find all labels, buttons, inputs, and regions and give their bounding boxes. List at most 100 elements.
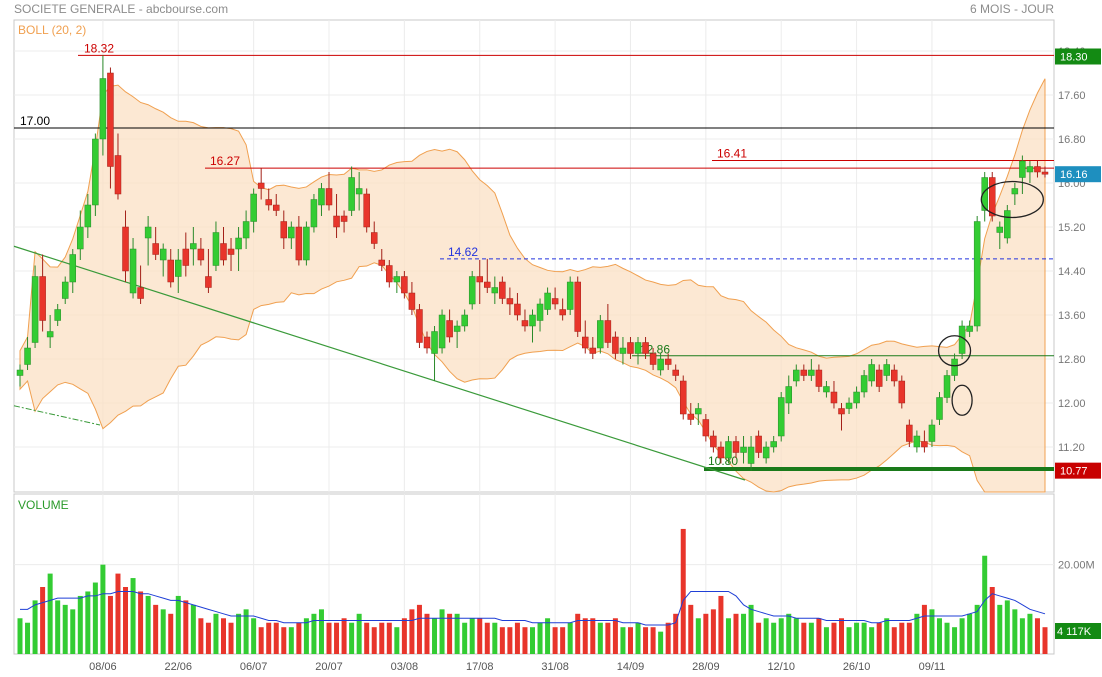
volume-bar — [1034, 618, 1040, 654]
volume-bar — [77, 595, 83, 654]
candle-body — [521, 320, 529, 327]
candle-body — [461, 314, 468, 327]
volume-bar — [582, 618, 588, 654]
candle-body — [808, 369, 815, 376]
candle — [627, 337, 634, 359]
candle — [717, 441, 725, 464]
candle — [190, 227, 197, 266]
volume-bar — [288, 627, 294, 654]
candle — [386, 260, 393, 288]
candle-body — [303, 226, 310, 261]
candle-body — [589, 347, 597, 354]
volume-bar — [469, 618, 475, 654]
candle — [906, 419, 913, 447]
volume-bar — [1012, 609, 1018, 654]
volume-bar — [47, 573, 53, 654]
volume-bar — [763, 618, 769, 654]
period-label[interactable]: 6 MOIS - JOUR — [969, 2, 1054, 16]
price-tick-label: 12.80 — [1058, 354, 1086, 366]
volume-bar — [32, 600, 38, 654]
candle — [732, 436, 740, 458]
volume-bar — [944, 622, 950, 654]
candle — [1011, 183, 1019, 205]
volume-bar — [567, 622, 573, 654]
volume-bar — [341, 618, 347, 654]
candle — [167, 249, 174, 288]
volume-bar — [952, 627, 958, 654]
candle — [695, 403, 702, 425]
volume-bar — [620, 627, 626, 654]
candle-body — [875, 369, 883, 387]
candle-body — [906, 424, 913, 442]
candle-body — [499, 281, 506, 299]
candle — [265, 188, 272, 211]
candle-body — [800, 369, 808, 376]
volume-bar — [876, 622, 882, 654]
volume-bar — [394, 627, 400, 654]
candle — [1004, 205, 1011, 244]
volume-bar — [839, 618, 845, 654]
candle — [416, 304, 423, 348]
volume-bar — [545, 618, 551, 654]
candle-body — [966, 325, 973, 332]
candle-body — [197, 248, 205, 261]
candle-body — [574, 281, 581, 332]
candle-body — [860, 375, 868, 393]
candle-body — [1019, 160, 1026, 178]
candle — [815, 364, 823, 392]
volume-bar — [597, 622, 603, 654]
volume-bar — [100, 564, 106, 654]
candle — [808, 359, 815, 381]
candle — [649, 348, 657, 370]
candle-body — [122, 226, 129, 272]
last-price-badge-bg — [1055, 166, 1101, 183]
resistance-label-1627: 16.27 — [210, 154, 240, 168]
candle — [1041, 166, 1049, 178]
candle — [401, 271, 408, 299]
candle-body — [566, 281, 574, 310]
candle-body — [943, 375, 951, 398]
volume-bar — [725, 618, 731, 654]
candle-body — [732, 441, 740, 453]
candle-body — [446, 320, 453, 338]
candle-body — [679, 380, 687, 415]
candle — [551, 287, 559, 310]
volume-bar — [560, 627, 566, 654]
candle — [966, 320, 973, 337]
candle-body — [785, 386, 792, 404]
candle — [295, 216, 303, 266]
date-tick-label: 06/07 — [240, 661, 268, 673]
candle-body — [891, 369, 898, 382]
candle-body — [823, 386, 830, 393]
volume-bar — [175, 595, 181, 654]
candle-body — [1011, 188, 1019, 195]
volume-bar — [861, 622, 867, 654]
date-tick-label: 14/09 — [617, 661, 645, 673]
volume-bar — [756, 622, 762, 654]
candle — [597, 315, 604, 354]
highlight-ellipse — [980, 180, 1044, 219]
candle-body — [664, 358, 672, 365]
last-price-badge: 16.16 — [1060, 169, 1088, 181]
candle-body — [868, 364, 875, 382]
candle — [634, 337, 642, 365]
candle-body — [16, 369, 24, 376]
candle-body — [220, 243, 227, 261]
candle — [431, 326, 438, 381]
volume-bar — [590, 618, 596, 654]
volume-bar — [575, 613, 581, 654]
volume-bar — [386, 622, 392, 654]
price-tick-label: 17.60 — [1058, 90, 1086, 102]
candle-body — [755, 435, 762, 453]
candle — [288, 221, 295, 249]
candle — [679, 375, 687, 420]
volume-bar — [416, 604, 422, 654]
candle-body — [348, 177, 355, 211]
candle-body — [31, 276, 39, 343]
volume-bar — [1019, 618, 1025, 654]
candle — [340, 210, 348, 233]
volume-bar — [258, 627, 264, 654]
dotted-level-label: 14.62 — [448, 245, 478, 259]
volume-bar — [612, 618, 618, 654]
